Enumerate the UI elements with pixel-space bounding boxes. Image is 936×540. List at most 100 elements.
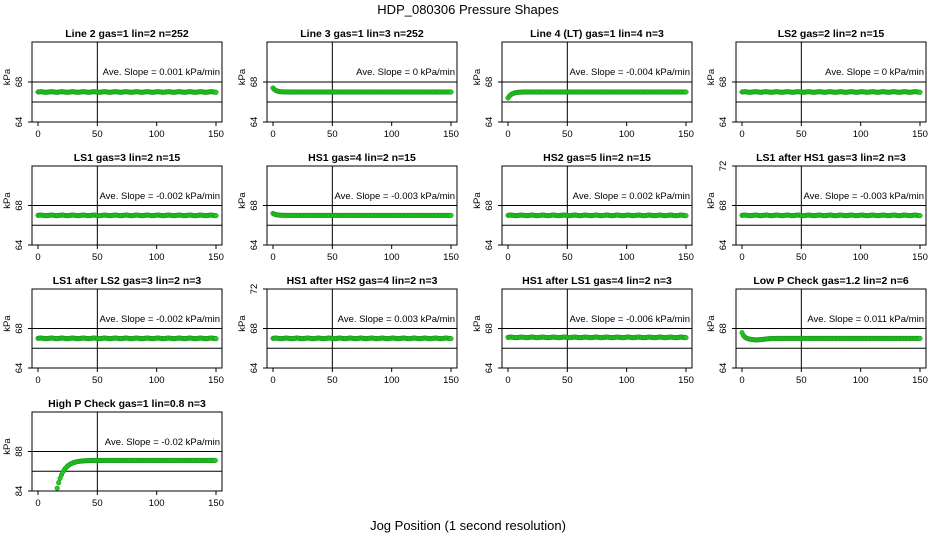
y-tick-label: 64	[249, 363, 260, 374]
panel-2: Line 3 gas=1 lin=3 n=252 Ave. Slope = 0 k…	[237, 28, 459, 140]
x-tick-label: 100	[853, 252, 869, 263]
data-points	[35, 89, 219, 95]
y-tick-label: 68	[14, 200, 25, 211]
data-point	[683, 213, 689, 219]
y-axis-label: kPa	[472, 68, 483, 85]
x-tick-label: 50	[562, 252, 573, 263]
data-point	[448, 89, 454, 95]
x-tick-label: 0	[35, 498, 40, 509]
panel-title: LS2 gas=2 lin=2 n=15	[778, 28, 885, 40]
data-point	[54, 493, 59, 498]
panel-title: HS1 gas=4 lin=2 n=15	[308, 152, 416, 164]
x-tick-label: 50	[92, 129, 103, 140]
panel-7: HS2 gas=5 lin=2 n=15 Ave. Slope = 0.002 k…	[472, 152, 694, 263]
x-tick-label: 100	[853, 375, 869, 386]
y-tick-label: 64	[14, 240, 25, 251]
figure-title: HDP_080306 Pressure Shapes	[377, 2, 559, 17]
data-point	[683, 89, 689, 95]
panel-title: HS1 after LS1 gas=4 lin=2 n=3	[522, 275, 672, 287]
x-tick-label: 150	[912, 129, 928, 140]
panel-title: High P Check gas=1 lin=0.8 n=3	[48, 398, 206, 410]
slope-annotation: Ave. Slope = 0.001 kPa/min	[103, 67, 220, 78]
data-points	[35, 335, 219, 342]
data-points	[270, 85, 454, 95]
slope-annotation: Ave. Slope = -0.02 kPa/min	[105, 437, 220, 448]
panel-10: HS1 after HS2 gas=4 lin=2 n=3 Ave. Slope …	[237, 275, 459, 386]
slope-annotation: Ave. Slope = 0 kPa/min	[825, 67, 924, 78]
y-tick-label: 68	[249, 323, 260, 334]
panel-title: LS1 after HS1 gas=3 lin=2 n=3	[756, 152, 906, 164]
x-tick-label: 150	[912, 375, 928, 386]
y-tick-label: 68	[14, 323, 25, 334]
data-points	[270, 335, 454, 342]
slope-annotation: Ave. Slope = -0.004 kPa/min	[570, 67, 691, 78]
x-tick-label: 100	[149, 252, 165, 263]
x-tick-label: 0	[35, 252, 40, 263]
data-points	[505, 89, 689, 101]
data-point	[54, 485, 60, 491]
x-tick-label: 100	[619, 129, 635, 140]
panel-9: LS1 after LS2 gas=3 lin=2 n=3 Ave. Slope …	[2, 275, 224, 386]
y-axis-label: kPa	[2, 68, 13, 85]
data-points	[505, 334, 689, 341]
data-points	[739, 330, 923, 343]
data-point	[448, 336, 454, 342]
data-point	[213, 213, 219, 219]
x-tick-label: 150	[678, 252, 694, 263]
data-point	[213, 89, 219, 95]
y-tick-label: 64	[718, 240, 729, 251]
y-axis-label: kPa	[472, 315, 483, 332]
y-axis-label: kPa	[2, 438, 13, 455]
slope-annotation: Ave. Slope = -0.006 kPa/min	[570, 314, 691, 325]
y-tick-label: 68	[484, 77, 495, 88]
panel-4: LS2 gas=2 lin=2 n=15 Ave. Slope = 0 kPa/m…	[706, 28, 928, 140]
y-axis-label: kPa	[472, 192, 483, 209]
x-tick-label: 0	[35, 129, 40, 140]
panel-13: High P Check gas=1 lin=0.8 n=3 Ave. Slope…	[2, 398, 224, 509]
slope-annotation: Ave. Slope = -0.003 kPa/min	[335, 191, 456, 202]
x-tick-label: 150	[678, 375, 694, 386]
slope-annotation: Ave. Slope = 0.003 kPa/min	[338, 314, 455, 325]
data-point	[917, 213, 923, 219]
y-tick-label: 84	[14, 486, 25, 497]
data-point	[917, 335, 923, 341]
panel-title: Line 2 gas=1 lin=2 n=252	[65, 28, 189, 40]
x-tick-label: 100	[149, 498, 165, 509]
y-tick-label: 68	[14, 77, 25, 88]
panel-title: Low P Check gas=1.2 lin=2 n=6	[753, 275, 908, 287]
slope-annotation: Ave. Slope = -0.002 kPa/min	[100, 191, 221, 202]
y-axis-label: kPa	[2, 315, 13, 332]
x-tick-label: 150	[208, 129, 224, 140]
data-points	[54, 457, 218, 498]
y-tick-label: 68	[718, 77, 729, 88]
y-tick-label: 68	[718, 323, 729, 334]
data-points	[35, 212, 219, 219]
y-tick-label: 88	[14, 446, 25, 457]
panel-title: Line 4 (LT) gas=1 lin=4 n=3	[530, 28, 664, 40]
x-tick-label: 0	[270, 375, 275, 386]
x-tick-label: 100	[384, 375, 400, 386]
data-point	[917, 89, 923, 95]
x-tick-label: 0	[739, 375, 744, 386]
x-tick-label: 50	[327, 375, 338, 386]
x-tick-label: 0	[505, 375, 510, 386]
panel-11: HS1 after LS1 gas=4 lin=2 n=3 Ave. Slope …	[472, 275, 694, 386]
slope-annotation: Ave. Slope = 0.011 kPa/min	[807, 314, 924, 325]
y-tick-label: 64	[718, 363, 729, 374]
y-tick-label: 64	[484, 117, 495, 128]
y-tick-label: 64	[249, 117, 260, 128]
y-tick-label: 68	[484, 200, 495, 211]
x-axis-caption: Jog Position (1 second resolution)	[370, 518, 566, 533]
y-tick-label: 72	[249, 284, 260, 295]
x-tick-label: 50	[562, 375, 573, 386]
x-tick-label: 50	[796, 129, 807, 140]
data-point	[213, 336, 219, 342]
y-tick-label: 64	[14, 117, 25, 128]
x-tick-label: 50	[327, 252, 338, 263]
x-tick-label: 50	[327, 129, 338, 140]
y-tick-label: 64	[718, 117, 729, 128]
y-axis-label: kPa	[2, 192, 13, 209]
x-tick-label: 100	[149, 375, 165, 386]
x-tick-label: 100	[853, 129, 869, 140]
slope-annotation: Ave. Slope = -0.003 kPa/min	[804, 191, 925, 202]
